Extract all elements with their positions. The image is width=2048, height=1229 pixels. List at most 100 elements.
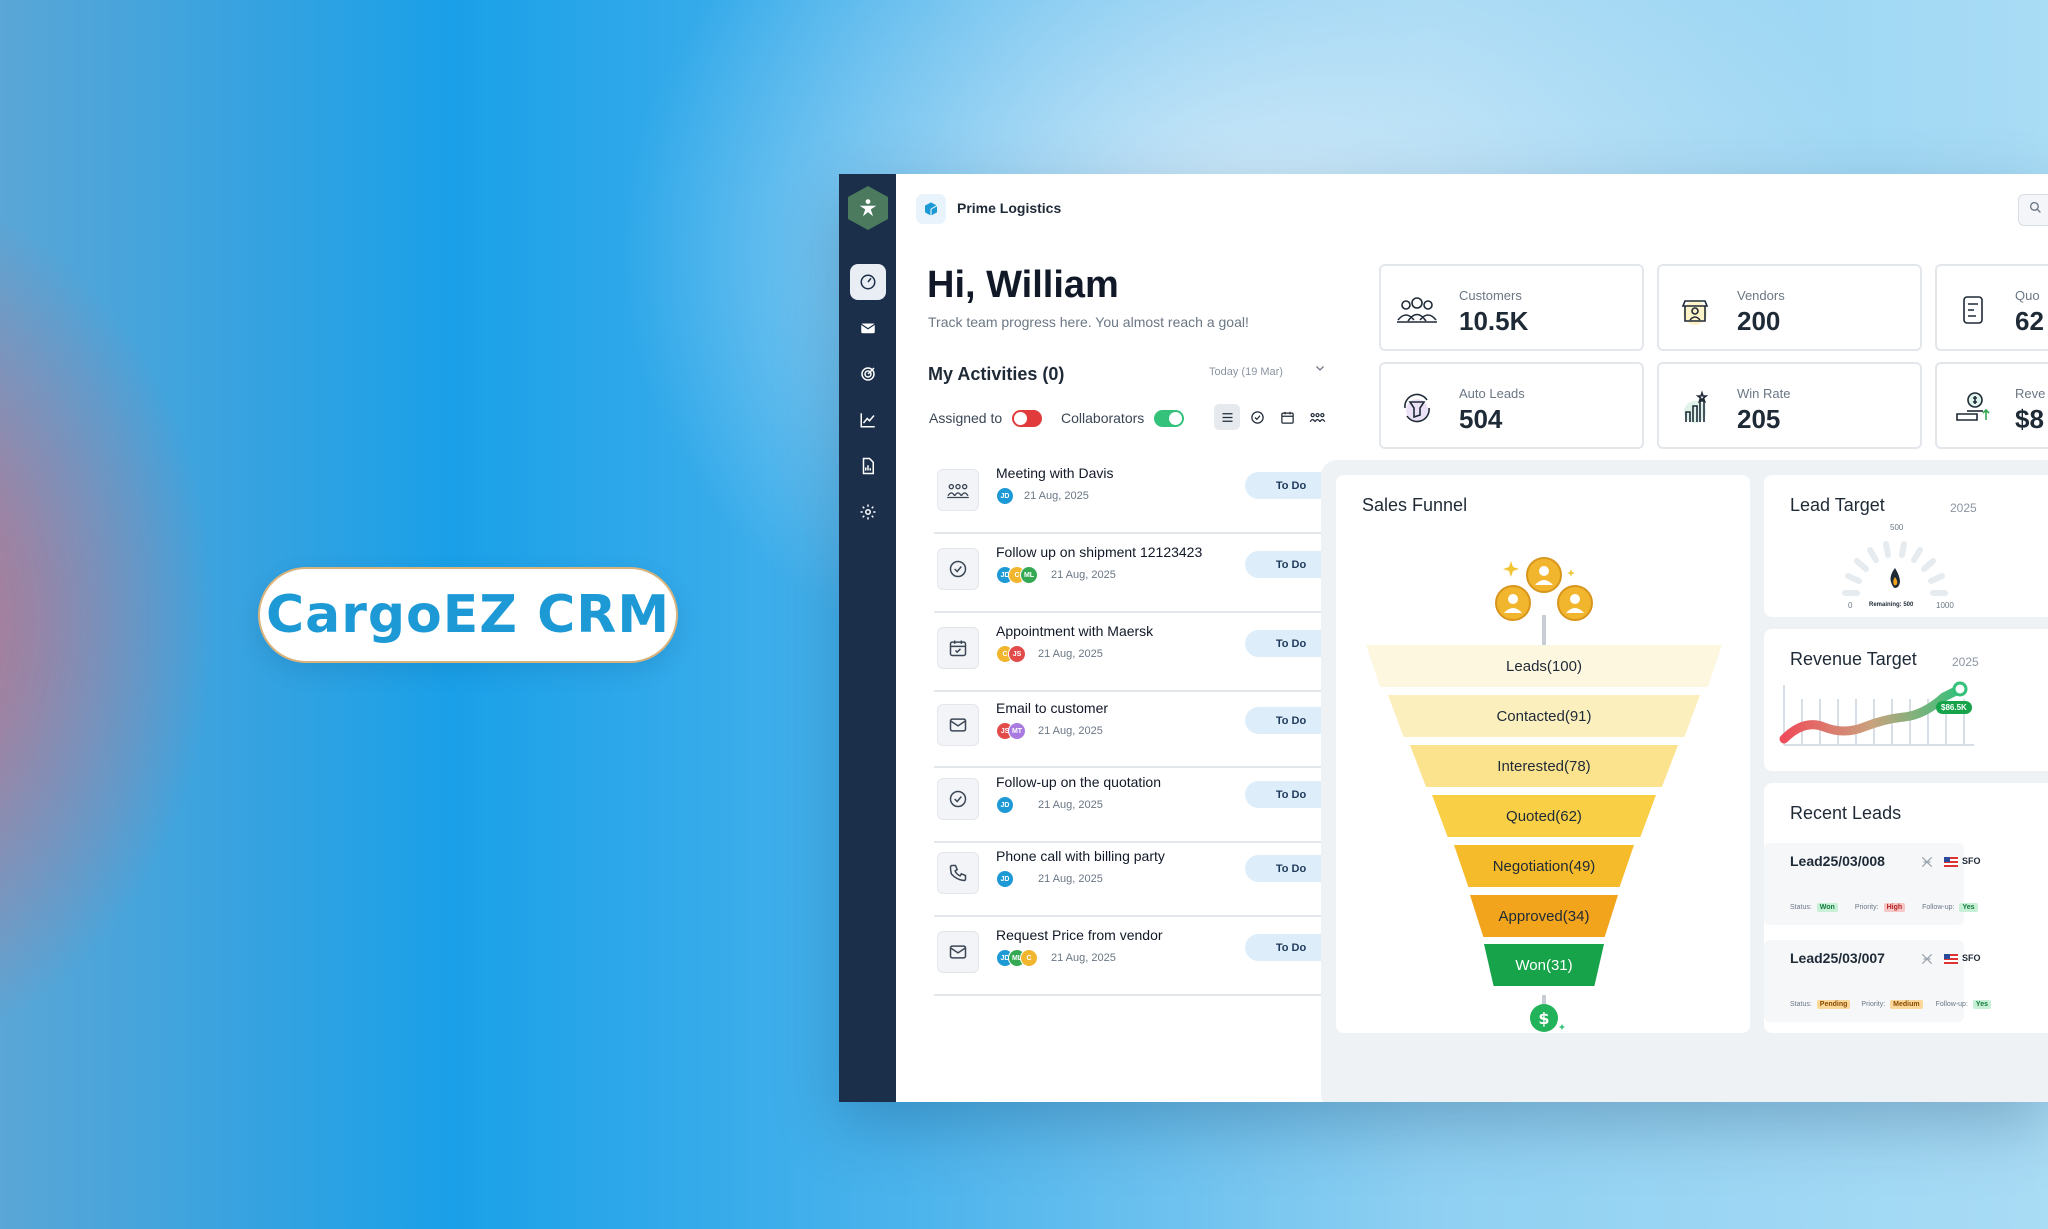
activity-item[interactable]: Follow-up on the quotation JD 21 Aug, 20… (934, 768, 1346, 843)
stat-card-quotes[interactable]: Quo 62 (1935, 264, 2048, 351)
activity-item[interactable]: Phone call with billing party JD 21 Aug,… (934, 842, 1346, 917)
lead-target-year[interactable]: 2025 (1950, 501, 1977, 515)
activity-date: 21 Aug, 2025 (1038, 799, 1103, 811)
gauge-remaining: Remaining: 500 (1869, 602, 1914, 608)
assigned-to-toggle[interactable] (1012, 410, 1042, 427)
funnel-stage[interactable]: Negotiation(49) (1454, 845, 1634, 887)
sales-funnel-card: Sales Funnel Leads(100) Contacted(91) In… (1336, 475, 1750, 1033)
stat-card-auto-leads[interactable]: Auto Leads 504 (1379, 362, 1644, 449)
dollar-coin-icon: $ (1526, 1000, 1566, 1041)
route-icon (1920, 952, 1934, 971)
status-label: Status: (1790, 904, 1812, 911)
recent-leads-card: Recent Leads Lead25/03/008 SFO Status: W… (1764, 783, 2048, 1033)
quotes-icon (1949, 286, 1997, 334)
collaborators-toggle[interactable] (1154, 410, 1184, 427)
mail-icon (937, 704, 979, 746)
lead-item[interactable]: Lead25/03/007 SFO Status: Pending Priori… (1764, 940, 1991, 1022)
gauge-min-label: 0 (1848, 601, 1853, 610)
lead-meta: Status: Won Priority: High Follow-up: Ye… (1790, 903, 1978, 912)
stat-card-customers[interactable]: Customers 10.5K (1379, 264, 1644, 351)
nav-analytics-icon[interactable] (850, 402, 886, 438)
activity-date: 21 Aug, 2025 (1038, 873, 1103, 885)
nav-target-icon[interactable] (850, 356, 886, 392)
sales-funnel-title: Sales Funnel (1362, 495, 1468, 515)
activity-item[interactable]: Request Price from vendor JD ML C 21 Aug… (934, 921, 1346, 996)
activity-name: Follow up on shipment 12123423 (996, 544, 1203, 560)
collaborator-avatars: JD (996, 870, 1014, 890)
lead-item[interactable]: Lead25/03/008 SFO Status: Won Priority: … (1764, 843, 1981, 925)
stat-card-revenue[interactable]: Reve $8 (1935, 362, 2048, 449)
funnel-stage[interactable]: Interested(78) (1410, 745, 1678, 787)
lead-target-title: Lead Target (1790, 495, 1885, 515)
app-logo-icon[interactable] (848, 186, 888, 230)
activity-date: 21 Aug, 2025 (1051, 952, 1116, 964)
avatar: JD (996, 796, 1014, 814)
company-logo-icon (916, 194, 946, 224)
nav-reports-icon[interactable] (850, 448, 886, 484)
stat-card-win-rate[interactable]: Win Rate 205 (1657, 362, 1922, 449)
avatar: JS (1008, 645, 1026, 663)
hero-title-badge: CargoEZ CRM (258, 567, 678, 663)
activity-date: 21 Aug, 2025 (1038, 648, 1103, 660)
nav-dashboard-icon[interactable] (850, 264, 886, 300)
activities-title: My Activities (0) (928, 364, 1065, 384)
stat-label: Quo (2015, 288, 2040, 303)
followup-label: Follow-up: (1935, 1001, 1968, 1008)
followup-badge: Yes (1972, 1000, 1991, 1009)
stat-label: Win Rate (1737, 386, 1791, 401)
nav-settings-icon[interactable] (850, 494, 886, 530)
funnel-stage[interactable]: Won(31) (1484, 944, 1604, 986)
greeting-title: Hi, William (927, 264, 1119, 306)
us-flag-icon (1944, 954, 1958, 964)
date-filter[interactable]: Today (19 Mar) (1209, 366, 1283, 378)
meeting-filter-icon[interactable] (1304, 404, 1330, 430)
activity-item[interactable]: Follow up on shipment 12123423 JD C ML 2… (934, 538, 1346, 613)
lead-id: Lead25/03/007 (1790, 950, 1885, 966)
avatar: ML (1020, 566, 1038, 584)
lead-target-gauge (1830, 533, 1960, 608)
win-rate-icon (1671, 384, 1719, 432)
funnel-stage[interactable]: Quoted(62) (1432, 795, 1656, 837)
revenue-target-chart (1774, 675, 1974, 760)
lead-origin: SFO (1962, 856, 1981, 866)
nav-mail-icon[interactable] (850, 310, 886, 346)
calendar-filter-icon[interactable] (1274, 404, 1300, 430)
collaborators-label: Collaborators (1061, 410, 1145, 426)
list-view-icon[interactable] (1214, 404, 1240, 430)
funnel-stage[interactable]: Contacted(91) (1388, 695, 1700, 737)
customers-icon (1393, 286, 1441, 334)
route-icon (1920, 855, 1934, 874)
funnel-stage[interactable]: Approved(34) (1470, 895, 1618, 937)
funnel-stage[interactable]: Leads(100) (1366, 645, 1722, 687)
gauge-max-label: 500 (1890, 523, 1904, 532)
activity-name: Email to customer (996, 700, 1109, 716)
stat-label: Customers (1459, 288, 1522, 303)
company-name[interactable]: Prime Logistics (957, 200, 1062, 216)
status-label: Status: (1790, 1001, 1812, 1008)
lead-origin: SFO (1962, 953, 1981, 963)
topbar: Prime Logistics (896, 174, 2048, 242)
activity-date: 21 Aug, 2025 (1038, 725, 1103, 737)
activity-name: Meeting with Davis (996, 465, 1114, 481)
mail-icon (937, 931, 979, 973)
chevron-down-icon[interactable] (1314, 361, 1326, 377)
stat-card-vendors[interactable]: Vendors 200 (1657, 264, 1922, 351)
meeting-icon (937, 469, 979, 511)
activity-item[interactable]: Meeting with Davis JD 21 Aug, 2025 To Do (934, 459, 1346, 534)
revenue-target-year[interactable]: 2025 (1952, 655, 1979, 669)
collaborator-avatars: C JS (996, 645, 1026, 665)
activity-item[interactable]: Email to customer JS MT 21 Aug, 2025 To … (934, 694, 1346, 768)
svg-text:$: $ (1538, 1009, 1549, 1028)
assigned-to-label: Assigned to (929, 410, 1003, 426)
collaborator-avatars: JD ML C (996, 949, 1038, 969)
search-icon (2029, 201, 2042, 219)
search-input[interactable] (2018, 194, 2048, 226)
revenue-target-title: Revenue Target (1790, 649, 1917, 669)
task-filter-icon[interactable] (1244, 404, 1270, 430)
activity-item[interactable]: Appointment with Maersk C JS 21 Aug, 202… (934, 617, 1346, 692)
stat-value: $8 (2015, 404, 2044, 434)
followup-badge: Yes (1959, 903, 1978, 912)
priority-label: Priority: (1861, 1001, 1886, 1008)
avatar: MT (1008, 722, 1026, 740)
revenue-value-badge: $86.5K (1936, 701, 1972, 714)
